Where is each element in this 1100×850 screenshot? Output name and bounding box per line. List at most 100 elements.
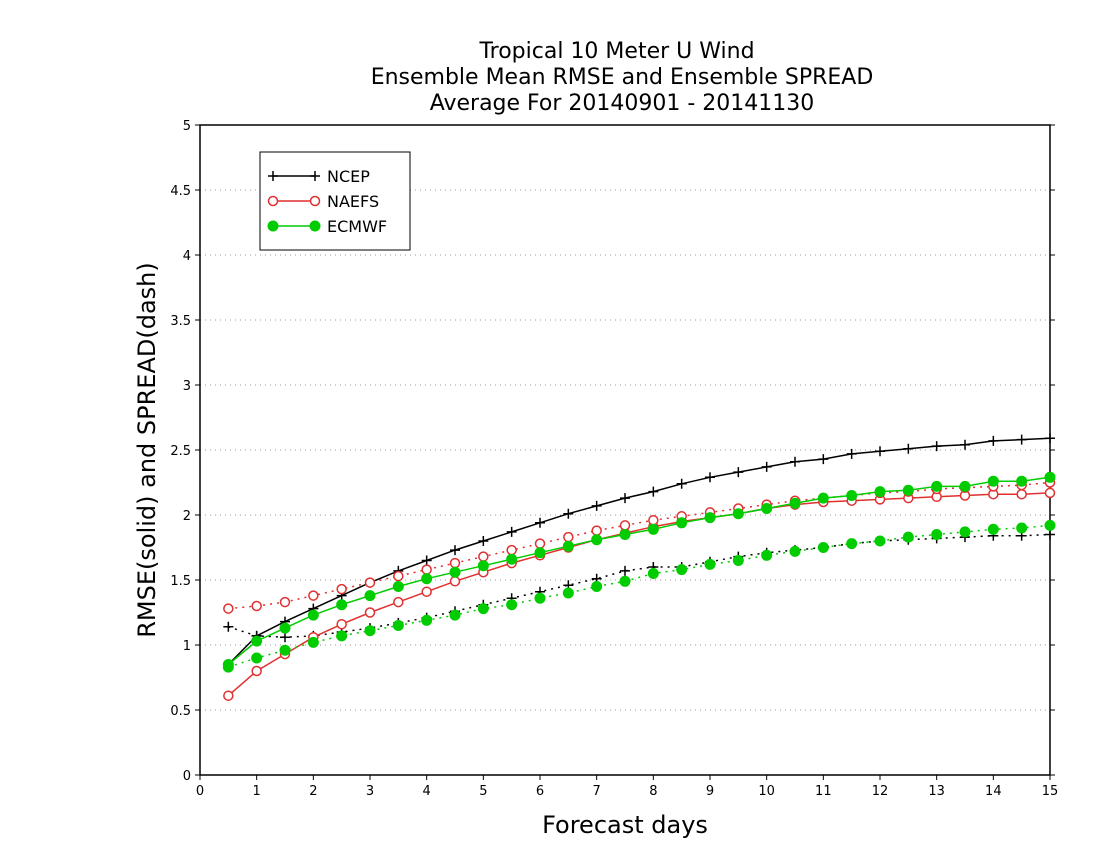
y-tick-label: 4.5 [170,184,191,199]
data-point [251,600,262,612]
data-point [620,565,630,576]
data-point [1044,519,1056,531]
legend-label: NAEFS [327,192,379,211]
data-point [648,486,659,497]
data-point [647,568,659,579]
data-point [875,446,885,457]
series-ncep-spread [223,529,1055,643]
legend-marker [309,195,321,207]
data-point [223,603,234,614]
data-point [648,514,659,526]
data-point [421,555,432,566]
legend: NCEP NAEFS ECMWF [259,151,411,251]
series-ncep-rmse [223,433,1055,670]
data-point [960,439,970,450]
x-tick-label: 6 [536,784,544,799]
x-tick-label: 8 [649,784,657,799]
series-naefs-rmse [223,487,1056,701]
data-point [987,475,999,487]
data-point [987,523,999,535]
x-tick-label: 1 [253,784,261,799]
data-point [676,564,688,576]
data-point [1016,475,1028,487]
data-point [846,490,858,501]
data-point [874,486,886,498]
data-point [562,540,574,552]
data-point [336,630,348,642]
data-point [591,525,602,536]
data-point [308,590,319,601]
x-tick-label: 2 [309,784,317,799]
data-point [1044,471,1056,483]
data-point [591,534,603,546]
data-point [449,576,461,587]
data-point [818,454,829,465]
data-point [591,581,603,592]
data-point [620,493,630,504]
x-tick-label: 7 [593,784,601,799]
series-line [227,492,1051,697]
data-point [506,553,518,565]
legend-label: NCEP [327,167,370,186]
data-point [1044,487,1056,499]
data-point [733,467,744,478]
data-point [761,461,772,472]
data-point [959,526,971,538]
data-point [1045,529,1055,540]
data-point [903,443,914,454]
data-point [534,547,546,559]
data-point [562,587,574,599]
x-axis-label: Forecast days [542,811,708,839]
x-tick-label: 13 [928,784,945,799]
data-point [477,603,489,615]
x-tick-label: 5 [479,784,487,799]
legend-marker [310,171,320,181]
data-point [591,500,602,511]
data-point [393,570,404,582]
data-point [477,560,489,572]
data-point [563,531,574,543]
data-point [902,531,914,543]
data-point [846,448,857,459]
data-point [676,478,687,489]
data-point [619,575,631,587]
data-point [563,508,574,519]
data-point [450,545,460,556]
data-point [421,614,433,626]
y-tick-label: 3 [183,379,191,394]
series-line [228,481,1051,610]
data-point [732,508,744,520]
chart-subtitle-2: Average For 20140901 - 20141130 [430,91,815,116]
data-point [931,441,942,452]
axis-ticks: 00.511.522.533.544.550 1 2 3 4 5 6 7 8 9 10 11 12 13 1… [170,119,1058,799]
y-axis-label: RMSE(solid) and SPREAD(dash) [133,262,161,638]
legend-label: ECMWF [327,217,387,236]
data-point [280,632,290,643]
y-tick-label: 0 [183,769,191,784]
data-point [931,529,943,540]
legend-marker [309,220,321,232]
x-tick-label: 9 [706,784,714,799]
x-tick-label: 15 [1042,784,1059,799]
data-point [392,581,404,592]
data-point [279,644,291,656]
data-point [506,599,518,611]
y-tick-label: 2 [183,509,191,524]
data-point [336,618,347,630]
chart-title: Tropical 10 Meter U Wind [478,39,754,64]
data-point [789,545,801,557]
data-point [421,586,432,597]
data-point [732,555,744,566]
data-point [279,596,291,608]
data-point [307,636,319,648]
x-tick-label: 3 [366,784,374,799]
data-point [392,620,404,631]
data-point [874,535,886,547]
y-tick-label: 5 [183,119,191,134]
data-point [534,538,546,549]
x-tick-label: 12 [872,784,889,799]
data-point [449,557,461,569]
data-point [478,536,489,546]
chart-subtitle: Ensemble Mean RMSE and Ensemble SPREAD [371,65,874,90]
